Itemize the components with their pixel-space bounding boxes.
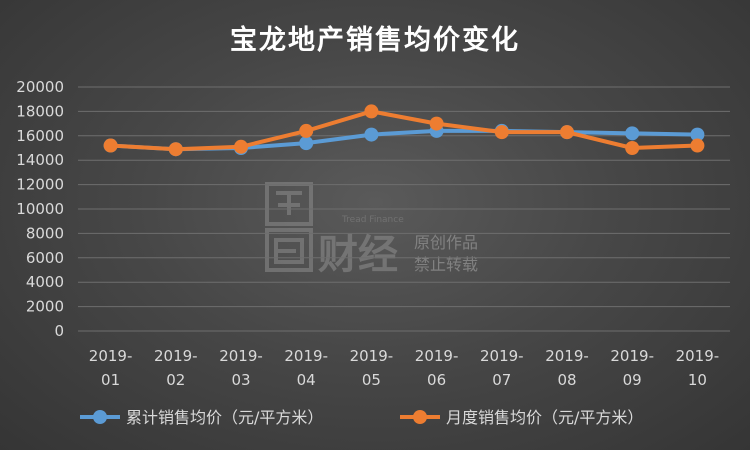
gridlines — [78, 86, 730, 332]
y-tick-label: 12000 — [16, 176, 64, 194]
data-point — [103, 138, 118, 153]
x-tick-label: 2019-04 — [284, 347, 328, 389]
x-tick-label: 2019-05 — [350, 347, 394, 389]
watermark-line2: 禁止转载 — [414, 255, 478, 274]
data-point — [299, 136, 314, 151]
series-line — [108, 109, 700, 152]
data-point — [429, 116, 444, 131]
y-tick-label: 0 — [54, 322, 64, 340]
y-axis: 0 2000 4000 6000 8000 10000 12000 14000 16000 180… — [16, 78, 64, 340]
x-tick-label: 2019-03 — [219, 347, 263, 389]
legend: 累计销售均价（元/平方米） 月度销售均价（元/平方米） — [80, 408, 643, 427]
x-tick-label: 2019-09 — [610, 347, 654, 389]
data-point — [560, 125, 574, 140]
legend-marker-icon — [93, 410, 107, 424]
y-tick-label: 10000 — [16, 200, 64, 218]
data-point — [364, 127, 379, 142]
y-tick-label: 18000 — [16, 102, 64, 120]
data-point — [299, 123, 314, 138]
x-tick-label: 2019-07 — [480, 347, 524, 389]
series — [103, 104, 705, 157]
x-tick-label: 2019-02 — [154, 347, 198, 389]
watermark: Tread Finance 财经 原创作品 禁止转载 — [265, 182, 478, 278]
y-tick-label: 6000 — [26, 249, 64, 267]
x-axis: 2019-01 2019-02 2019-03 2019-04 2019-05 2019-… — [89, 347, 719, 389]
data-point — [690, 127, 705, 142]
data-point — [364, 104, 379, 119]
watermark-logo-icon — [265, 182, 313, 272]
x-tick-label: 2019-08 — [545, 347, 589, 389]
data-point — [494, 125, 509, 140]
data-point — [625, 126, 640, 141]
data-point — [690, 138, 705, 153]
x-tick-label: 2019-10 — [676, 347, 720, 389]
data-point — [234, 139, 248, 154]
x-tick-label: 2019-06 — [415, 347, 459, 389]
series-1 — [103, 123, 705, 157]
watermark-english: Tread Finance — [341, 215, 404, 225]
watermark-brand: 财经 — [318, 232, 398, 278]
y-tick-label: 2000 — [26, 298, 64, 316]
y-tick-label: 14000 — [16, 151, 64, 169]
series-2 — [103, 104, 705, 157]
legend-marker-icon — [413, 410, 427, 424]
chart-title: 宝龙地产销售均价变化 — [230, 24, 520, 56]
y-tick-label: 8000 — [26, 224, 64, 242]
data-point — [625, 141, 640, 155]
watermark-line1: 原创作品 — [414, 233, 478, 252]
data-point — [168, 142, 183, 157]
y-tick-label: 16000 — [16, 127, 64, 145]
legend-label: 月度销售均价（元/平方米） — [446, 408, 643, 427]
y-tick-label: 20000 — [16, 78, 64, 96]
y-tick-label: 4000 — [26, 273, 64, 291]
x-tick-label: 2019-01 — [89, 347, 133, 389]
legend-label: 累计销售均价（元/平方米） — [126, 408, 323, 427]
